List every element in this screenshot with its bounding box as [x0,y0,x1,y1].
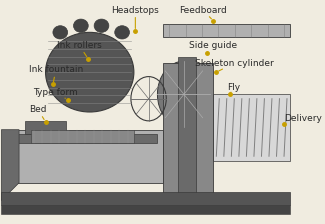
Polygon shape [163,24,290,37]
Bar [10,134,157,143]
Text: Side guide: Side guide [189,41,238,53]
Text: Fly: Fly [227,83,240,94]
Polygon shape [163,63,214,196]
Text: Type form: Type form [33,88,78,98]
Text: Delivery: Delivery [284,114,322,124]
Ellipse shape [73,19,88,32]
Text: Feedboard: Feedboard [179,6,227,19]
Polygon shape [214,94,290,161]
Text: Ink rollers: Ink rollers [57,41,102,57]
Ellipse shape [46,32,134,112]
Ellipse shape [94,19,109,32]
Bar [1,192,290,205]
Text: Ink fountain: Ink fountain [29,65,83,82]
Text: Skeleton cylinder: Skeleton cylinder [195,59,273,71]
Bar [1,205,290,214]
Ellipse shape [157,61,210,127]
Polygon shape [7,130,163,183]
Text: Headstops: Headstops [111,6,159,28]
Bar [31,130,134,143]
Ellipse shape [115,26,129,39]
Text: Bed: Bed [30,105,47,120]
Polygon shape [1,130,19,200]
Bar [178,57,196,200]
Bar [25,121,66,134]
Ellipse shape [53,26,68,39]
